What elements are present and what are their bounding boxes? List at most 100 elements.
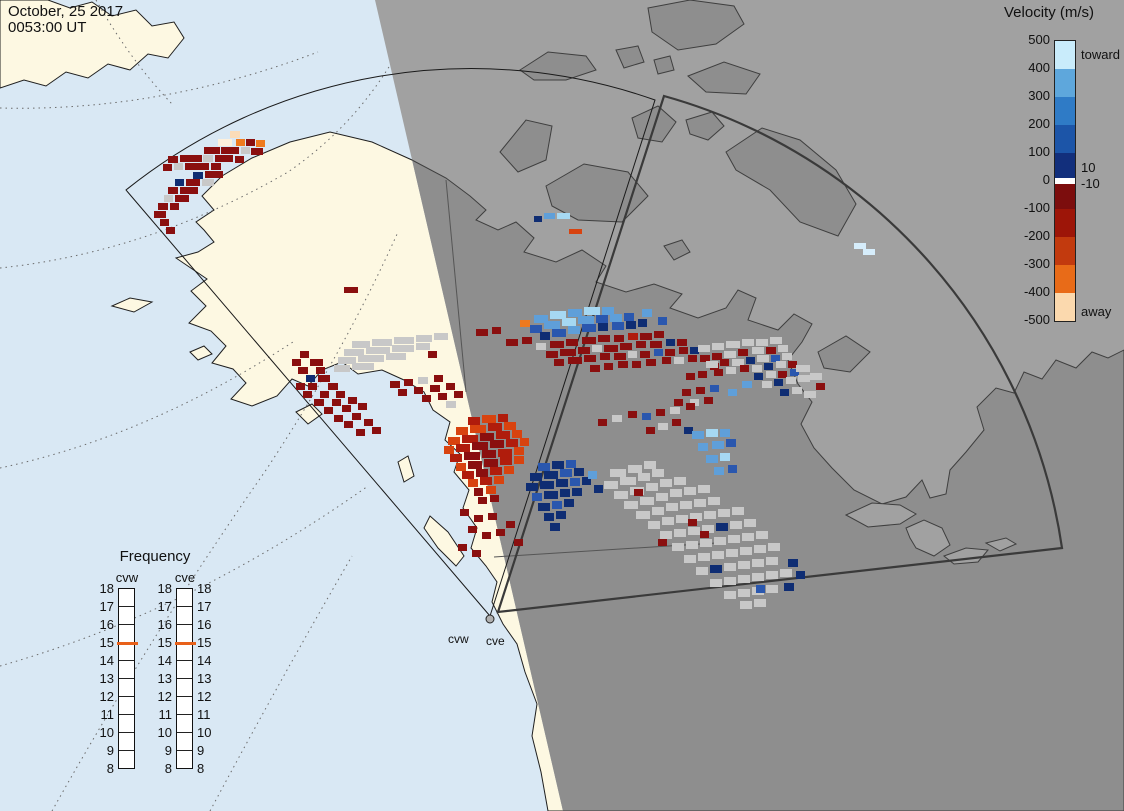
- velocity-cell: [520, 438, 529, 446]
- colorbar-block: [1055, 265, 1075, 293]
- velocity-cell: [241, 147, 250, 154]
- velocity-cell: [666, 503, 678, 511]
- frequency-tick-label: 17: [197, 599, 212, 614]
- velocity-cell: [692, 431, 704, 439]
- velocity-cell: [480, 433, 494, 441]
- frequency-bar-tick: [177, 660, 192, 661]
- velocity-cell: [700, 539, 712, 547]
- velocity-cell: [372, 339, 392, 346]
- velocity-cell: [416, 335, 432, 342]
- velocity-cell: [604, 345, 618, 352]
- velocity-cell: [434, 375, 443, 382]
- velocity-cell: [560, 489, 570, 497]
- velocity-cell: [728, 465, 737, 473]
- velocity-cell: [296, 383, 305, 390]
- colorbar-tick-label: 0: [1042, 172, 1050, 187]
- velocity-cell: [308, 383, 317, 390]
- velocity-cell: [728, 535, 740, 543]
- colorbar-tick-label: -500: [1023, 312, 1050, 327]
- velocity-cell: [540, 332, 550, 340]
- frequency-bar-cvw: [117, 588, 138, 769]
- velocity-cell: [740, 547, 752, 555]
- colorbar-block: [1055, 178, 1075, 184]
- velocity-cell: [762, 381, 772, 388]
- velocity-cell: [766, 557, 778, 565]
- velocity-cell: [318, 375, 330, 382]
- velocity-cell: [476, 329, 488, 336]
- velocity-cell: [742, 339, 754, 346]
- velocity-cell: [610, 314, 622, 322]
- velocity-cell: [660, 479, 672, 487]
- velocity-cell: [771, 355, 780, 362]
- velocity-cell: [620, 343, 632, 350]
- velocity-cell: [358, 355, 384, 362]
- plus10-label: 10: [1081, 160, 1096, 175]
- velocity-cell: [712, 343, 724, 350]
- velocity-cell: [640, 333, 652, 340]
- velocity-cell: [203, 155, 213, 162]
- velocity-cell: [788, 361, 797, 368]
- velocity-cell: [710, 385, 719, 392]
- velocity-cell: [628, 465, 642, 473]
- velocity-cell: [204, 147, 220, 154]
- frequency-tick-label: 13: [157, 671, 172, 686]
- velocity-cell: [464, 452, 480, 460]
- velocity-cell: [564, 499, 574, 507]
- velocity-cell: [462, 435, 478, 443]
- lake-huron-michigan: [905, 519, 951, 557]
- velocity-cell: [662, 517, 674, 525]
- velocity-cell: [550, 311, 566, 319]
- velocity-cell: [428, 351, 437, 358]
- velocity-cell: [670, 407, 680, 414]
- velocity-cell: [738, 349, 748, 356]
- velocity-cell: [598, 335, 610, 342]
- colorbar-block: [1055, 97, 1075, 125]
- velocity-cell: [544, 471, 558, 479]
- velocity-cell: [390, 381, 400, 388]
- velocity-cell: [251, 148, 263, 155]
- velocity-cell: [488, 423, 502, 431]
- velocity-cell: [674, 357, 684, 364]
- velocity-cell: [520, 320, 530, 327]
- velocity-cell: [764, 363, 773, 370]
- velocity-cell: [158, 203, 168, 210]
- velocity-cell: [316, 367, 325, 374]
- velocity-cell: [766, 371, 776, 378]
- frequency-tick-label: 13: [99, 671, 114, 686]
- radar-site-marker: [485, 614, 495, 624]
- velocity-cell: [754, 373, 763, 380]
- frequency-tick-label: 10: [157, 725, 172, 740]
- frequency-bar-tick: [177, 606, 192, 607]
- velocity-cell: [175, 179, 184, 186]
- velocity-cell: [160, 219, 169, 226]
- velocity-cell: [666, 339, 675, 346]
- velocity-cell: [774, 379, 783, 386]
- velocity-cell: [430, 385, 440, 392]
- velocity-cell: [514, 447, 524, 455]
- velocity-cell: [538, 463, 550, 471]
- velocity-cell: [472, 550, 481, 557]
- velocity-cell: [756, 531, 768, 539]
- velocity-cell: [816, 383, 825, 390]
- velocity-cell: [746, 357, 755, 364]
- velocity-cell: [686, 373, 695, 380]
- velocity-cell: [218, 139, 232, 146]
- velocity-cell: [674, 399, 683, 406]
- velocity-cell: [766, 571, 778, 579]
- frequency-tick-label: 10: [99, 725, 114, 740]
- velocity-cell: [684, 555, 696, 563]
- frequency-bar-tick: [119, 750, 134, 751]
- velocity-cell: [810, 373, 822, 380]
- velocity-cell: [732, 507, 744, 515]
- velocity-cell: [468, 461, 482, 469]
- velocity-colorbar: [1054, 40, 1076, 322]
- velocity-cell: [556, 511, 566, 519]
- velocity-cell: [744, 519, 756, 527]
- velocity-cell: [640, 351, 650, 358]
- velocity-cell: [534, 315, 548, 323]
- velocity-cell: [863, 249, 875, 255]
- frequency-tick-label: 13: [197, 671, 212, 686]
- velocity-cell: [348, 397, 357, 404]
- velocity-cell: [504, 422, 516, 430]
- velocity-cell: [552, 329, 566, 337]
